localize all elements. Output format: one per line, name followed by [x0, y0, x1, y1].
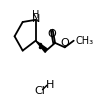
Polygon shape — [36, 41, 47, 52]
Text: O: O — [61, 38, 70, 48]
Text: N: N — [31, 14, 40, 24]
Text: O: O — [48, 29, 57, 39]
Text: H: H — [46, 80, 54, 90]
Text: Cl: Cl — [34, 86, 45, 96]
Text: H: H — [32, 10, 39, 20]
Text: CH₃: CH₃ — [75, 36, 93, 46]
